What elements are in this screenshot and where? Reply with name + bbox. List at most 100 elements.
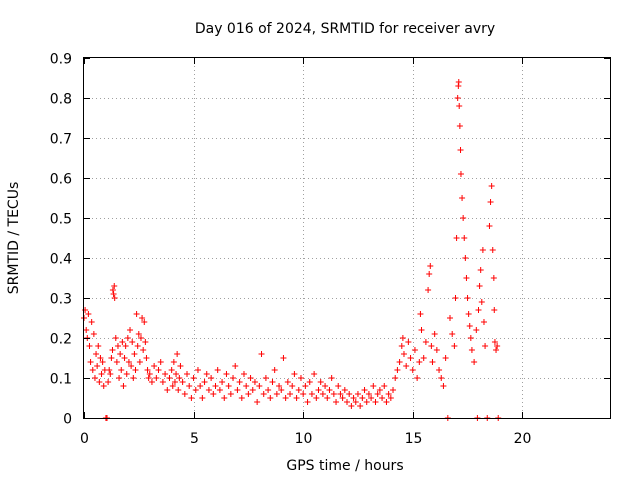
- data-point: [370, 383, 377, 389]
- data-point: [83, 327, 90, 333]
- data-point: [494, 343, 501, 349]
- data-point: [123, 371, 130, 377]
- data-point: [337, 391, 344, 397]
- data-point: [93, 351, 100, 357]
- data-point: [387, 395, 394, 401]
- data-point: [157, 359, 164, 365]
- data-point: [322, 383, 329, 389]
- data-point: [105, 379, 112, 385]
- data-point: [457, 147, 464, 153]
- data-point: [184, 371, 191, 377]
- data-point: [440, 383, 447, 389]
- data-point: [236, 379, 243, 385]
- data-point: [324, 395, 331, 401]
- data-point: [94, 363, 101, 369]
- data-point: [269, 379, 276, 385]
- data-point: [153, 375, 160, 381]
- data-point: [132, 367, 139, 373]
- x-tick-label: 5: [190, 431, 199, 447]
- data-point: [166, 375, 173, 381]
- data-point: [128, 363, 135, 369]
- data-point: [493, 347, 500, 353]
- data-point: [230, 375, 237, 381]
- data-point: [144, 367, 151, 373]
- data-point: [464, 295, 471, 301]
- data-point: [348, 403, 355, 409]
- x-tick-label: 10: [295, 431, 313, 447]
- data-point: [127, 327, 134, 333]
- data-point: [313, 395, 320, 401]
- data-point: [96, 379, 103, 385]
- data-point: [214, 367, 221, 373]
- data-point: [411, 347, 418, 353]
- data-point: [403, 363, 410, 369]
- data-point: [216, 387, 223, 393]
- data-point: [449, 331, 456, 337]
- data-point: [442, 355, 449, 361]
- data-point: [208, 375, 215, 381]
- data-points: [81, 79, 502, 421]
- data-point: [352, 399, 359, 405]
- data-point: [271, 367, 278, 373]
- data-point: [90, 331, 97, 337]
- data-point: [399, 335, 406, 341]
- data-point: [251, 379, 258, 385]
- data-point: [491, 307, 498, 313]
- data-point: [254, 399, 261, 405]
- data-point: [297, 375, 304, 381]
- data-point: [311, 371, 318, 377]
- data-point: [429, 359, 436, 365]
- data-point: [219, 379, 226, 385]
- data-point: [129, 339, 136, 345]
- data-point: [145, 375, 152, 381]
- data-point: [475, 307, 482, 313]
- data-point: [256, 383, 263, 389]
- data-point: [124, 335, 131, 341]
- data-point: [383, 399, 390, 405]
- data-point: [97, 355, 104, 361]
- data-point: [106, 367, 113, 373]
- data-point: [490, 275, 497, 281]
- data-point: [409, 367, 416, 373]
- data-point: [267, 395, 274, 401]
- data-point: [422, 339, 429, 345]
- y-tick-label: 0.1: [50, 372, 72, 388]
- data-point: [131, 351, 138, 357]
- data-point: [111, 283, 118, 289]
- data-point: [174, 351, 181, 357]
- data-point: [433, 347, 440, 353]
- data-point: [480, 319, 487, 325]
- data-point: [416, 359, 423, 365]
- y-tick-label: 0.5: [50, 212, 72, 228]
- data-point: [436, 367, 443, 373]
- data-point: [265, 387, 272, 393]
- data-point: [293, 395, 300, 401]
- data-point: [447, 315, 454, 321]
- data-point: [376, 387, 383, 393]
- data-point: [425, 287, 432, 293]
- data-point: [479, 247, 486, 253]
- data-point: [134, 343, 141, 349]
- data-point: [304, 399, 311, 405]
- data-point: [116, 375, 123, 381]
- data-point: [227, 391, 234, 397]
- data-point: [260, 391, 267, 397]
- data-point: [247, 375, 254, 381]
- data-point: [109, 287, 116, 293]
- data-point: [308, 391, 315, 397]
- data-point: [238, 395, 245, 401]
- data-point: [136, 359, 143, 365]
- data-point: [396, 359, 403, 365]
- data-point: [306, 379, 313, 385]
- data-point: [398, 343, 405, 349]
- data-point: [374, 391, 381, 397]
- data-point: [176, 375, 183, 381]
- data-point: [489, 247, 496, 253]
- data-point: [400, 351, 407, 357]
- data-point: [428, 343, 435, 349]
- data-point: [381, 383, 388, 389]
- y-axis-label: SRMTID / TECUs: [6, 182, 22, 295]
- data-point: [151, 363, 158, 369]
- data-point: [112, 335, 119, 341]
- data-point: [175, 387, 182, 393]
